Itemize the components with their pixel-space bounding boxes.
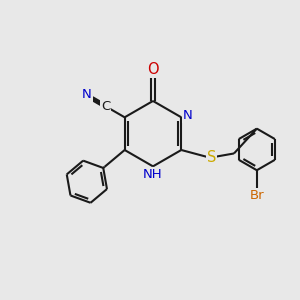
Text: N: N <box>183 109 193 122</box>
Text: S: S <box>207 150 216 165</box>
Text: C: C <box>101 100 110 112</box>
Text: NH: NH <box>142 168 162 181</box>
Text: O: O <box>147 62 159 77</box>
Text: N: N <box>82 88 92 101</box>
Text: Br: Br <box>250 189 264 202</box>
